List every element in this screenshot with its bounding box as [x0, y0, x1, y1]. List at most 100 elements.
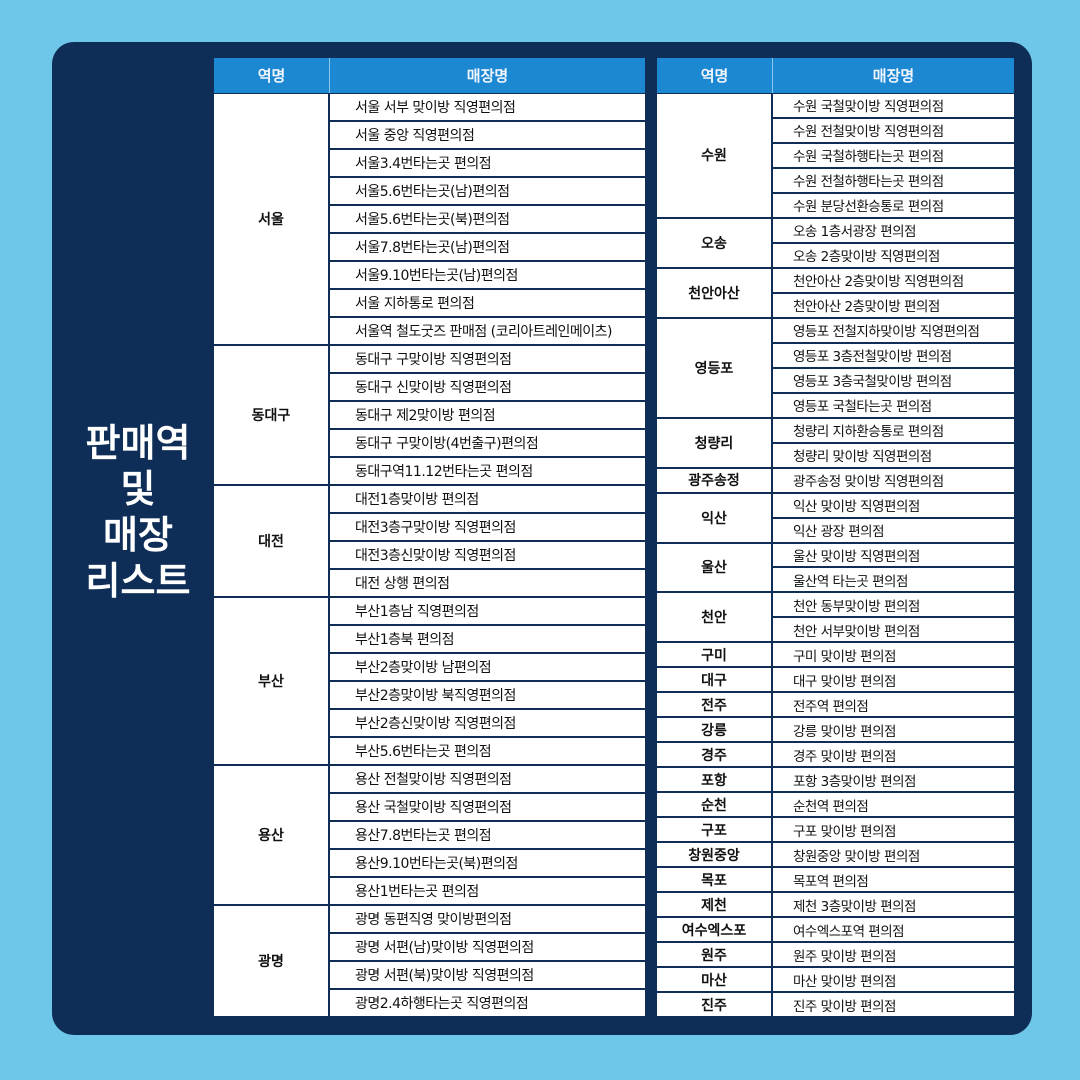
store-cell: 동대구 구맞이방(4번출구)편의점 [330, 430, 645, 458]
store-cell: 오송 2층맞이방 직영편의점 [773, 243, 1014, 269]
station-cell: 익산 [657, 493, 773, 544]
store-cell: 대전3층구맞이방 직영편의점 [330, 514, 645, 542]
store-cell: 수원 국철맞이방 직영편의점 [773, 94, 1014, 119]
station-cell: 강릉 [657, 718, 773, 744]
store-cell: 포항 3층맞이방 편의점 [773, 768, 1014, 794]
station-cell: 동대구 [214, 346, 330, 486]
store-cell: 서울5.6번타는곳(남)편의점 [330, 178, 645, 206]
header-cell: 매장명 [773, 58, 1014, 93]
station-cell: 제천 [657, 893, 773, 919]
store-cell: 부산1층남 직영편의점 [330, 598, 645, 626]
store-cell: 수원 분당선환승통로 편의점 [773, 193, 1014, 219]
header-cell: 매장명 [330, 58, 645, 93]
station-cell: 대구 [657, 668, 773, 694]
station-cell: 구미 [657, 643, 773, 669]
title-line: 판매역 [85, 421, 191, 465]
store-cell: 부산2층신맞이방 직영편의점 [330, 710, 645, 738]
store-cell: 영등포 전철지하맞이방 직영편의점 [773, 318, 1014, 344]
store-cell: 용산 국철맞이방 직영편의점 [330, 794, 645, 822]
store-cell: 동대구 제2맞이방 편의점 [330, 402, 645, 430]
station-cell: 천안 [657, 593, 773, 644]
station-cell: 광주송정 [657, 468, 773, 494]
station-cell: 포항 [657, 768, 773, 794]
store-cell: 부산5.6번타는곳 편의점 [330, 738, 645, 766]
station-cell: 오송 [657, 218, 773, 269]
store-cell: 대구 맞이방 편의점 [773, 668, 1014, 694]
title: 판매역 및 매장 리스트 [60, 420, 216, 604]
store-cell: 경주 맞이방 편의점 [773, 743, 1014, 769]
header-cell: 역명 [657, 58, 773, 93]
store-cell: 동대구역11.12번타는곳 편의점 [330, 458, 645, 486]
store-cell: 청량리 맞이방 직영편의점 [773, 443, 1014, 469]
store-cell: 용산1번타는곳 편의점 [330, 878, 645, 906]
store-cell: 용산9.10번타는곳(북)편의점 [330, 850, 645, 878]
title-line: 매장 [103, 513, 173, 557]
store-cell: 대전1층맞이방 편의점 [330, 486, 645, 514]
store-cell: 마산 맞이방 편의점 [773, 968, 1014, 994]
title-line: 리스트 [85, 559, 191, 603]
store-cell: 천안아산 2층맞이방 직영편의점 [773, 268, 1014, 294]
station-cell: 대전 [214, 486, 330, 598]
station-cell: 전주 [657, 693, 773, 719]
store-cell: 수원 전철하행타는곳 편의점 [773, 168, 1014, 194]
station-cell: 구포 [657, 818, 773, 844]
store-cell: 여수엑스포역 편의점 [773, 918, 1014, 944]
store-cell: 창원중앙 맞이방 편의점 [773, 843, 1014, 869]
store-cell: 청량리 지하환승통로 편의점 [773, 418, 1014, 444]
store-cell: 서울 중앙 직영편의점 [330, 122, 645, 150]
store-cell: 광명 동편직영 맞이방편의점 [330, 906, 645, 934]
header-cell: 역명 [214, 58, 330, 93]
station-cell: 서울 [214, 94, 330, 346]
store-cell: 구미 맞이방 편의점 [773, 643, 1014, 669]
station-cell: 울산 [657, 543, 773, 594]
store-cell: 동대구 구맞이방 직영편의점 [330, 346, 645, 374]
store-cell: 부산1층북 편의점 [330, 626, 645, 654]
store-cell: 부산2층맞이방 남편의점 [330, 654, 645, 682]
store-cell: 광명2.4하행타는곳 직영편의점 [330, 990, 645, 1018]
station-cell: 부산 [214, 598, 330, 766]
station-cell: 원주 [657, 943, 773, 969]
store-cell: 영등포 3층전철맞이방 편의점 [773, 343, 1014, 369]
store-cell: 제천 3층맞이방 편의점 [773, 893, 1014, 919]
store-cell: 원주 맞이방 편의점 [773, 943, 1014, 969]
store-cell: 용산7.8번타는곳 편의점 [330, 822, 645, 850]
store-cell: 울산역 타는곳 편의점 [773, 568, 1014, 594]
station-cell: 여수엑스포 [657, 918, 773, 944]
store-cell: 동대구 신맞이방 직영편의점 [330, 374, 645, 402]
station-cell: 청량리 [657, 418, 773, 469]
station-cell: 천안아산 [657, 268, 773, 319]
store-cell: 서울 지하통로 편의점 [330, 290, 645, 318]
station-cell: 영등포 [657, 318, 773, 419]
store-cell: 서울5.6번타는곳(북)편의점 [330, 206, 645, 234]
store-cell: 서울9.10번타는곳(남)편의점 [330, 262, 645, 290]
station-cell: 마산 [657, 968, 773, 994]
store-cell: 광명 서편(북)맞이방 직영편의점 [330, 962, 645, 990]
store-cell: 순천역 편의점 [773, 793, 1014, 819]
store-cell: 광명 서편(남)맞이방 직영편의점 [330, 934, 645, 962]
store-cell: 강릉 맞이방 편의점 [773, 718, 1014, 744]
store-cell: 부산2층맞이방 북직영편의점 [330, 682, 645, 710]
store-cell: 광주송정 맞이방 직영편의점 [773, 468, 1014, 494]
station-cell: 진주 [657, 993, 773, 1018]
store-cell: 구포 맞이방 편의점 [773, 818, 1014, 844]
store-cell: 천안 동부맞이방 편의점 [773, 593, 1014, 619]
store-cell: 서울7.8번타는곳(남)편의점 [330, 234, 645, 262]
store-cell: 수원 전철맞이방 직영편의점 [773, 118, 1014, 144]
store-cell: 서울 서부 맞이방 직영편의점 [330, 94, 645, 122]
title-line: 및 [120, 467, 156, 511]
store-cell: 영등포 3층국철맞이방 편의점 [773, 368, 1014, 394]
store-cell: 익산 맞이방 직영편의점 [773, 493, 1014, 519]
store-cell: 천안아산 2층맞이방 편의점 [773, 293, 1014, 319]
station-cell: 목포 [657, 868, 773, 894]
store-cell: 용산 전철맞이방 직영편의점 [330, 766, 645, 794]
station-cell: 순천 [657, 793, 773, 819]
store-cell: 전주역 편의점 [773, 693, 1014, 719]
station-cell: 용산 [214, 766, 330, 906]
store-cell: 서울역 철도굿즈 판매점 (코리아트레인메이츠) [330, 318, 645, 346]
station-cell: 수원 [657, 94, 773, 219]
store-cell: 익산 광장 편의점 [773, 518, 1014, 544]
store-cell: 천안 서부맞이방 편의점 [773, 618, 1014, 644]
station-cell: 창원중앙 [657, 843, 773, 869]
store-cell: 영등포 국철타는곳 편의점 [773, 393, 1014, 419]
